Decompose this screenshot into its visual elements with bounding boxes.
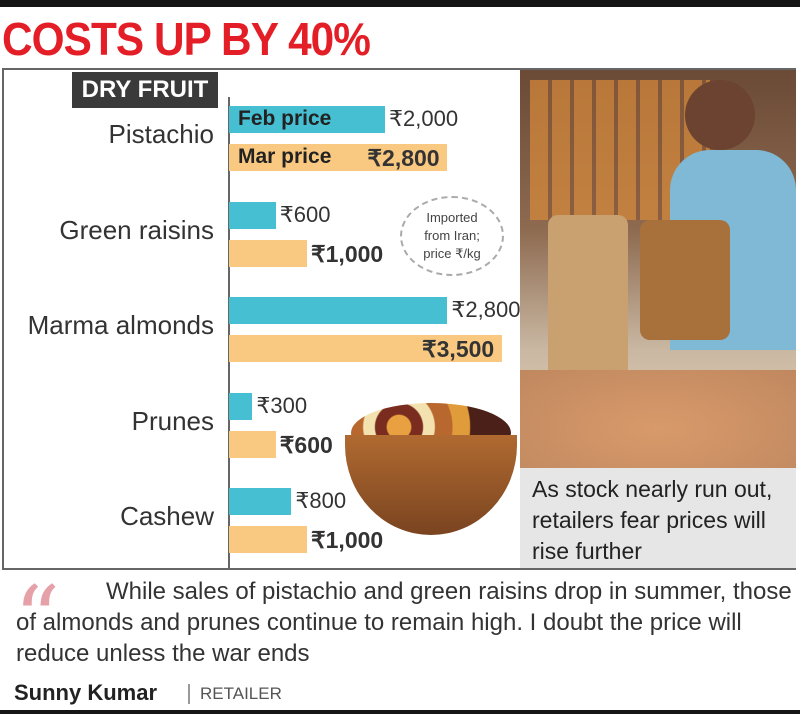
feb-price-bar xyxy=(229,297,448,324)
series-label: Feb price xyxy=(238,107,332,130)
mar-price-bar xyxy=(229,526,307,553)
value-label: ₹3,500 xyxy=(422,336,495,362)
category-label: Cashew xyxy=(120,501,214,531)
bottom-rule xyxy=(0,710,800,714)
note-text: Imported from Iran; price ₹/kg xyxy=(423,210,481,261)
shop-photo xyxy=(520,70,796,468)
value-label: ₹2,000 xyxy=(389,106,459,131)
category-label: Prunes xyxy=(131,405,214,436)
headline: COSTS UP BY 40% xyxy=(2,13,371,65)
quote-body: While sales of pistachio and green raisi… xyxy=(16,578,792,667)
mar-price-bar xyxy=(229,144,448,171)
quote-text: While sales of pistachio and green raisi… xyxy=(16,576,796,669)
category-label: Pistachio xyxy=(108,119,215,149)
quote-author: Sunny Kumar xyxy=(14,680,158,705)
section-tag: DRY FRUIT xyxy=(72,72,218,108)
nut-bowl-image xyxy=(345,395,517,537)
note-stamp: Imported from Iran; price ₹/kg xyxy=(400,196,504,276)
feb-price-bar xyxy=(229,392,253,420)
photo-caption: As stock nearly run out, retailers fear … xyxy=(520,468,796,568)
quote-author-role: RETAILER xyxy=(188,684,282,704)
value-label: ₹1,000 xyxy=(311,527,384,553)
value-label: ₹1,000 xyxy=(311,240,384,267)
value-label: ₹800 xyxy=(295,488,347,513)
mar-price-bar xyxy=(229,335,502,362)
quote-mark-icon: “ xyxy=(14,567,61,672)
mar-price-bar xyxy=(229,430,276,458)
value-label: ₹300 xyxy=(256,392,308,418)
series-label: Mar price xyxy=(238,145,332,168)
mar-price-bar xyxy=(229,239,307,267)
value-label: ₹2,800 xyxy=(451,297,521,322)
category-label: Marma almonds xyxy=(27,310,214,340)
category-label: Green raisins xyxy=(59,214,214,245)
feb-price-bar xyxy=(229,488,292,515)
feb-price-bar xyxy=(229,106,385,133)
value-label: ₹2,800 xyxy=(367,145,440,171)
chart-axis xyxy=(228,97,230,570)
value-label: ₹600 xyxy=(279,201,331,227)
value-label: ₹600 xyxy=(279,431,333,458)
top-rule xyxy=(0,0,800,7)
feb-price-bar xyxy=(229,201,276,229)
